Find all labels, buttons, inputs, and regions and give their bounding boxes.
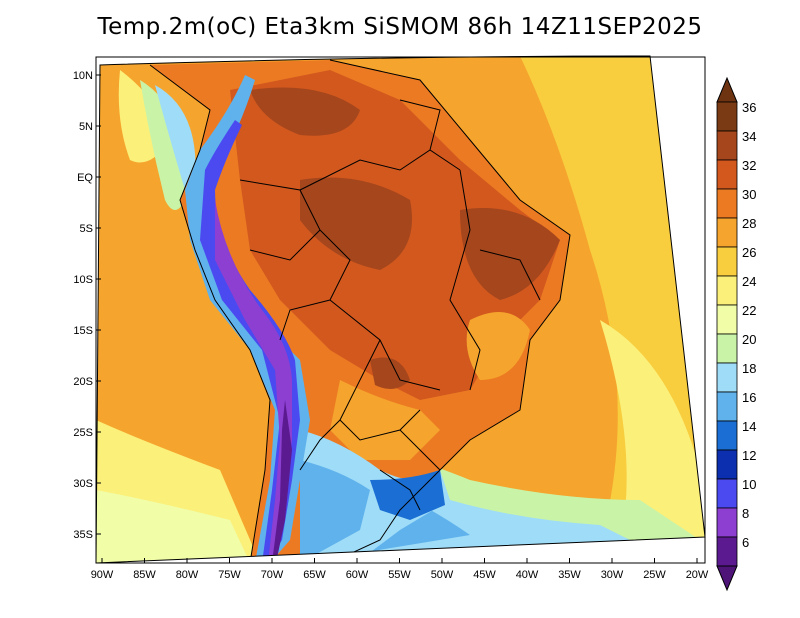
colorbar-label: 34	[742, 129, 756, 144]
country-borders	[149, 59, 571, 563]
lon-tick-label: 50W	[431, 569, 454, 581]
colorbar-label: 6	[742, 535, 749, 550]
lat-tick-label: 10N	[73, 70, 93, 82]
colorbar-swatch	[716, 507, 738, 538]
colorbar-label: 28	[742, 216, 756, 231]
map-title: Temp.2m(oC) Eta3km SiSMOM 86h 14Z11SEP20…	[97, 14, 703, 40]
colorbar-label: 8	[742, 506, 749, 521]
colorbar-swatch	[716, 420, 738, 451]
colorbar-bottom-arrow	[716, 565, 738, 592]
lon-tick-label: 85W	[133, 569, 156, 581]
colorbar-label: 20	[742, 332, 756, 347]
lat-tick-label: EQ	[77, 172, 93, 184]
colorbar-swatch	[716, 159, 738, 190]
lat-tick-label: 5S	[80, 223, 93, 235]
longitude-axis: 90W 85W 80W 75W 70W 65W 60W 55W 50W 45W 40W 35W 30W 2…	[91, 558, 709, 581]
domain-outline	[95, 55, 706, 564]
plot-frame	[95, 56, 706, 564]
lat-tick-label: 35S	[73, 529, 93, 541]
latitude-axis: 10N 5N EQ 5S 10S 15S 20S 25S 30S 35S	[73, 70, 101, 541]
lon-tick-label: 20W	[686, 569, 709, 581]
lat-tick-label: 15S	[73, 325, 93, 337]
colorbar-swatch	[716, 246, 738, 277]
colorbar-label: 10	[742, 477, 756, 492]
lon-tick-label: 60W	[346, 569, 369, 581]
colorbar-label: 26	[742, 245, 756, 260]
lon-tick-label: 75W	[218, 569, 241, 581]
colorbar-label: 12	[742, 448, 756, 463]
colorbar-label: 30	[742, 187, 756, 202]
colorbar-swatch	[716, 304, 738, 335]
colorbar-top-arrow	[716, 76, 738, 103]
colorbar-swatch	[716, 391, 738, 422]
lat-tick-label: 20S	[73, 376, 93, 388]
lon-tick-label: 40W	[516, 569, 539, 581]
lon-tick-label: 55W	[388, 569, 411, 581]
lat-tick-label: 10S	[73, 274, 93, 286]
colorbar-swatch	[716, 101, 738, 132]
lon-tick-label: 35W	[558, 569, 581, 581]
colorbar-swatch	[716, 362, 738, 393]
colorbar-swatch	[716, 188, 738, 219]
colorbar-swatch	[716, 449, 738, 480]
colorbar-label: 36	[742, 100, 756, 115]
colorbar-swatch	[716, 333, 738, 364]
lon-tick-label: 80W	[176, 569, 199, 581]
colorbar-swatch	[716, 536, 738, 567]
colorbar-label: 32	[742, 158, 756, 173]
lon-tick-label: 70W	[261, 569, 284, 581]
lon-tick-label: 65W	[303, 569, 326, 581]
colorbar-label: 18	[742, 361, 756, 376]
colorbar-label: 14	[742, 419, 756, 434]
lat-tick-label: 5N	[79, 121, 93, 133]
colorbar-swatch	[716, 478, 738, 509]
colorbar-label: 22	[742, 303, 756, 318]
lat-tick-label: 30S	[73, 478, 93, 490]
colorbar: 36 34 32 30 28 26 24 22 20 18 16 14 12 10 8 6	[716, 76, 756, 592]
lon-tick-label: 25W	[643, 569, 666, 581]
lat-tick-label: 25S	[73, 427, 93, 439]
colorbar-swatch	[716, 275, 738, 306]
lon-tick-label: 90W	[91, 569, 114, 581]
colorbar-label: 16	[742, 390, 756, 405]
lon-tick-label: 30W	[601, 569, 624, 581]
lon-tick-label: 45W	[473, 569, 496, 581]
colorbar-label: 24	[742, 274, 756, 289]
colorbar-swatch	[716, 217, 738, 248]
temperature-field	[96, 56, 705, 563]
colorbar-swatch	[716, 130, 738, 161]
